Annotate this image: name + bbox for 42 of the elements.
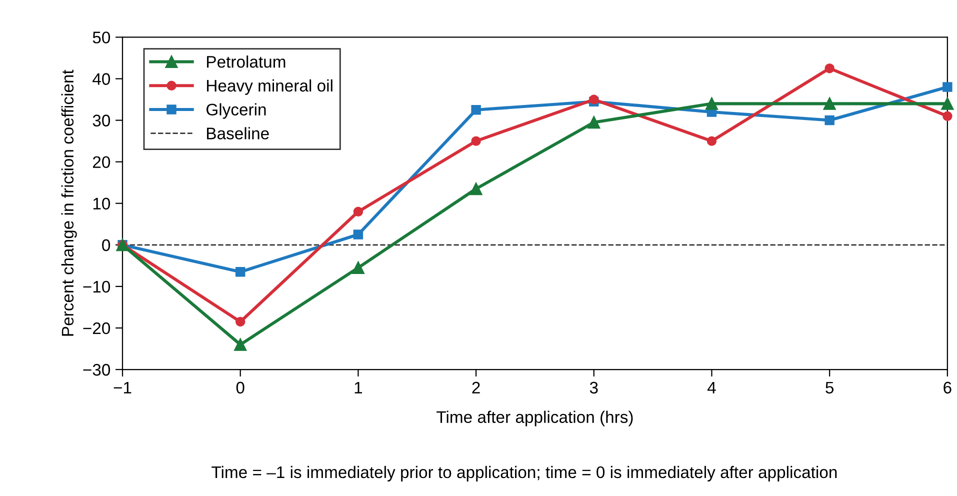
text: Time = –1 is immediately prior to application; time = 0 is immediately after application — [212, 466, 837, 482]
point — [471, 136, 481, 146]
y-tick-label: 20 — [92, 156, 110, 168]
point — [235, 267, 246, 277]
point — [470, 182, 482, 196]
y-axis-title: Percent change in friction coefficient — [61, 70, 77, 336]
legend-label: Baseline — [207, 127, 269, 140]
legend-label: Petrolatum — [207, 56, 286, 68]
y-tick-label: −30 — [83, 364, 110, 376]
point — [824, 115, 834, 126]
point — [942, 82, 952, 92]
x-tick-label: 5 — [826, 382, 834, 394]
x-tick-label: 0 — [236, 382, 244, 394]
x-tick-label: 2 — [472, 382, 480, 394]
x-tick-label: 1 — [354, 382, 362, 394]
y-tick-label: −10 — [83, 280, 110, 293]
y-tick-label: 50 — [92, 32, 110, 44]
point — [705, 97, 718, 110]
point — [588, 116, 600, 129]
y-tick-label: −20 — [83, 322, 110, 334]
legend-label: Heavy mineral oil — [207, 79, 332, 95]
x-tick-label: 6 — [944, 382, 952, 394]
point — [353, 230, 364, 240]
y-tick-label: 0 — [102, 239, 110, 252]
point — [234, 338, 247, 351]
point — [941, 97, 954, 110]
point — [942, 111, 952, 121]
x-tick-label: 4 — [707, 382, 716, 394]
x-axis-title: Time after application (hrs) — [436, 410, 633, 426]
point — [823, 97, 836, 110]
point — [235, 316, 246, 327]
x-tick-label: −1 — [114, 382, 132, 394]
point — [352, 261, 364, 274]
y-tick-label: 40 — [92, 73, 110, 85]
x-tick-label: 3 — [590, 382, 598, 394]
y-tick-label: 30 — [92, 114, 110, 126]
point — [353, 206, 364, 217]
point — [471, 105, 481, 115]
y-tick-label: 10 — [93, 198, 110, 210]
point — [824, 63, 834, 74]
point — [706, 136, 717, 146]
legend-label: Glycerin — [206, 103, 266, 119]
